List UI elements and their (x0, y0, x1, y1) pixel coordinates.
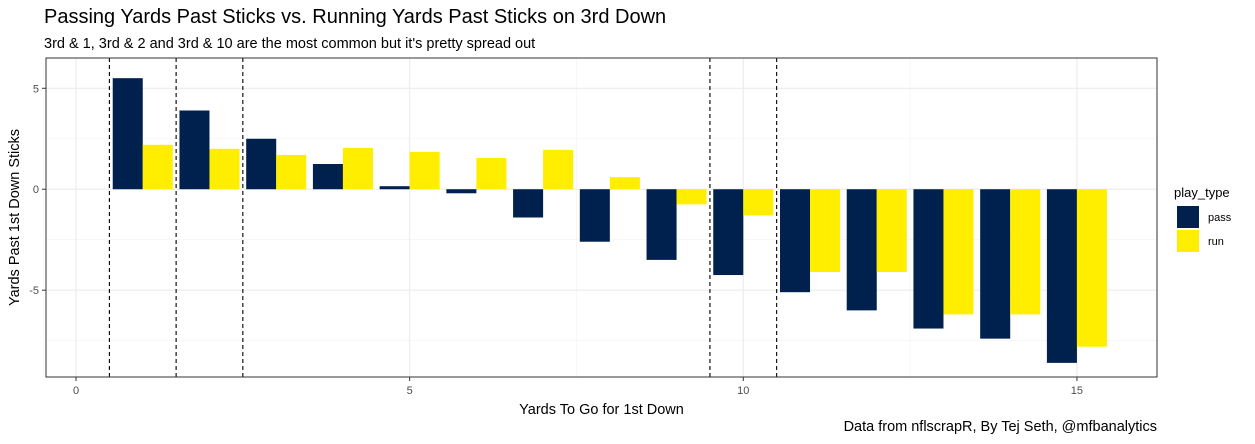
bar-run-5 (409, 151, 440, 190)
bar-pass-13 (913, 189, 944, 329)
bar-pass-8 (579, 189, 610, 242)
bar-pass-3 (246, 138, 277, 190)
bar-run-2 (209, 148, 240, 190)
bar-run-10 (743, 189, 774, 216)
bar-run-8 (609, 177, 640, 190)
bar-pass-4 (312, 163, 343, 190)
plot-border (45, 57, 1158, 378)
x-tick-label: 10 (737, 385, 749, 397)
x-axis-ticks: 0 5 10 15 (73, 377, 1083, 397)
bar-run-3 (276, 154, 307, 190)
bar-pass-15 (1046, 189, 1077, 363)
bar-run-9 (676, 189, 707, 205)
x-tick-label: 15 (1071, 385, 1083, 397)
chart-subtitle: 3rd & 1, 3rd & 2 and 3rd & 10 are the mo… (44, 36, 536, 52)
x-axis-title: Yards To Go for 1st Down (519, 402, 684, 418)
y-tick-label: 0 (33, 184, 39, 196)
bar-pass-7 (513, 189, 544, 218)
legend-label-run: run (1208, 236, 1224, 248)
bar-run-7 (543, 149, 574, 190)
bars (112, 78, 1107, 363)
bar-pass-6 (446, 189, 477, 194)
y-tick-label: 5 (33, 83, 39, 95)
bar-run-1 (142, 144, 173, 190)
bar-run-12 (876, 189, 907, 273)
y-tick-label: -5 (29, 285, 39, 297)
bar-pass-1 (112, 78, 143, 190)
bar-pass-10 (713, 189, 744, 276)
bar-pass-12 (846, 189, 877, 311)
legend-title: play_type (1174, 185, 1230, 200)
x-tick-label: 0 (73, 385, 79, 397)
bar-run-15 (1076, 189, 1107, 347)
legend: play_type pass run (1174, 185, 1232, 252)
chart-title: Passing Yards Past Sticks vs. Running Ya… (44, 6, 667, 28)
legend-label-pass: pass (1208, 212, 1232, 224)
legend-key-pass (1177, 206, 1199, 228)
bar-pass-9 (646, 189, 677, 260)
bar-run-14 (1010, 189, 1041, 315)
bar-pass-5 (379, 186, 410, 190)
y-axis-title: Yards Past 1st Down Sticks (7, 129, 23, 306)
bar-run-11 (810, 189, 841, 273)
bar-pass-14 (980, 189, 1011, 339)
y-axis-ticks: -5 0 5 (29, 83, 46, 297)
chart-caption: Data from nflscrapR, By Tej Seth, @mfban… (843, 419, 1157, 435)
bar-pass-2 (179, 110, 210, 190)
bar-pass-11 (779, 189, 811, 293)
bar-run-6 (476, 157, 507, 190)
bar-run-13 (943, 189, 974, 315)
bar-run-4 (342, 147, 373, 190)
legend-key-run (1177, 230, 1199, 252)
x-tick-label: 5 (407, 385, 413, 397)
